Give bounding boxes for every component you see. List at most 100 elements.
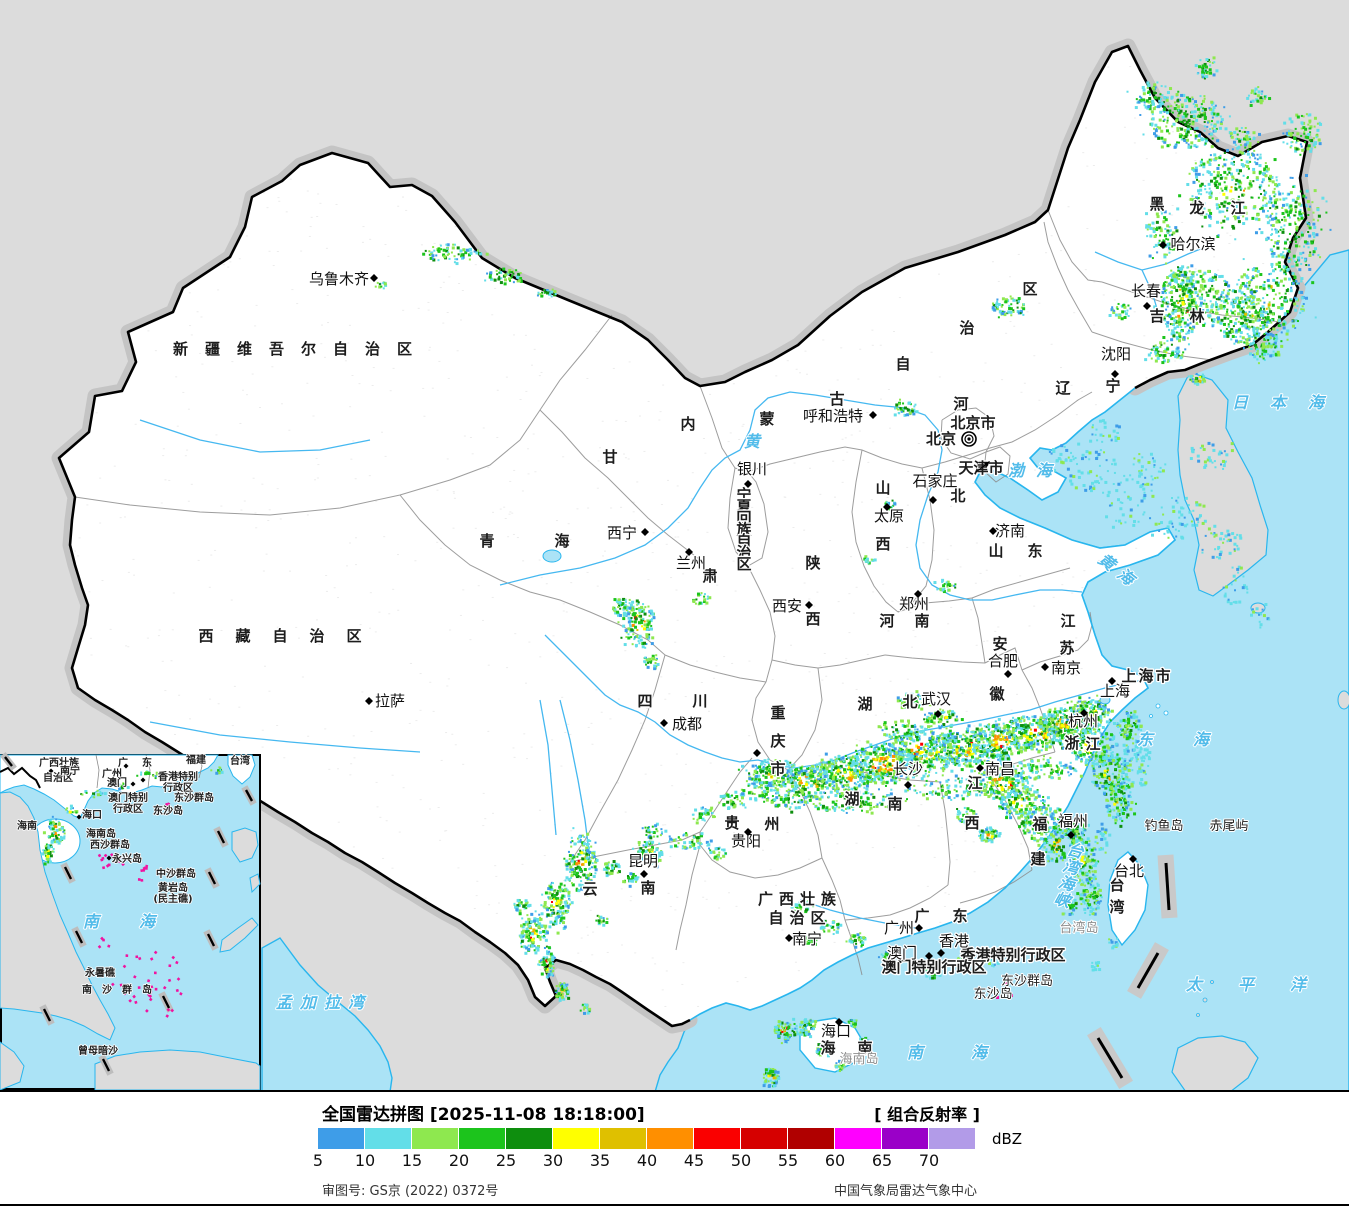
city-label: 成都 [672, 715, 702, 733]
province-label: 河 [879, 612, 894, 630]
province-label: 山 [988, 542, 1003, 560]
city-label: 南宁 [792, 930, 822, 948]
city-label: 昆明 [628, 852, 658, 870]
coastline [689, 387, 1177, 1021]
dbz-colorbar [318, 1128, 976, 1149]
legend-color-70 [929, 1128, 975, 1149]
radar-map-canvas: 新疆维吾尔自治区西藏自治区青 海甘肃内 蒙古自治区宁夏回族自治区 陕西山西河北山 东河南… [0, 38, 1349, 1093]
province-label: 重庆市 [770, 704, 785, 778]
island-label: 东沙岛 [973, 986, 1012, 1002]
city-marker [1080, 709, 1088, 717]
map-title: 全国雷达拼图 [2025-11-08 18:18:00] [322, 1105, 645, 1125]
province-label: 东 [1027, 542, 1042, 560]
city-marker [1041, 663, 1049, 671]
inset-label: 香港特别 [158, 770, 198, 783]
province-label: 甘 [602, 448, 617, 466]
province-label: 云 [582, 880, 597, 898]
province-label: 南 [914, 612, 929, 630]
province-label: 北 [902, 693, 917, 711]
province-label: 治 [959, 319, 974, 337]
dbz-unit-label: dBZ [992, 1130, 1023, 1148]
dbz-tick-65: 65 [871, 1151, 893, 1170]
city-marker [914, 590, 922, 598]
city-marker [869, 411, 877, 419]
inset-label: 行政区 [112, 802, 143, 815]
province-label: 广西壮族 [758, 890, 842, 908]
city-marker [835, 1018, 843, 1026]
legend-color-45 [694, 1128, 740, 1149]
inset-label: 东沙岛 [153, 804, 183, 817]
inset-label: 曾母暗沙 [78, 1044, 118, 1057]
city-marker [140, 777, 146, 783]
inset-label: 东沙群岛 [174, 791, 214, 804]
province-label: 澳门特别行政区 [881, 958, 986, 976]
city-label: 西安 [772, 597, 802, 615]
province-label: 湖 [844, 790, 859, 808]
city-label: 南京 [1051, 659, 1081, 677]
boundary-dash [1136, 952, 1160, 989]
province-label: 新疆维吾尔自治区 [173, 340, 429, 358]
legend-color-10 [365, 1128, 411, 1149]
province-label: 南 [887, 795, 902, 813]
inset-label: 澳门特别 [108, 791, 148, 804]
city-marker [1004, 670, 1012, 678]
legend-panel: 全国雷达拼图 [2025-11-08 18:18:00] [ 组合反射率 ] 5… [0, 1092, 1349, 1204]
province-label: 蒙 [759, 410, 774, 428]
inset-label: 南沙群岛 [82, 983, 162, 996]
korea-peninsula [1177, 371, 1269, 597]
inset-label: 福建 [185, 753, 207, 766]
legend-color-60 [835, 1128, 881, 1149]
province-label: 黑 [1149, 195, 1164, 213]
island-label: 赤尾屿 [1209, 819, 1248, 834]
city-marker [685, 548, 693, 556]
city-label: 合肥 [988, 652, 1018, 670]
inset-label: 海南 [17, 819, 37, 832]
city-marker [641, 528, 649, 536]
dbz-tick-50: 50 [730, 1151, 752, 1170]
inset-label: 西沙群岛 [90, 838, 130, 851]
province-label: 福 [1031, 815, 1047, 833]
inset-label: 广州 [102, 767, 122, 780]
city-marker [1159, 241, 1167, 249]
legend-color-40 [647, 1128, 693, 1149]
radar-echoes [374, 56, 1332, 1088]
province-label: 宁夏回族自治区 [735, 486, 752, 573]
map-labels: 新疆维吾尔自治区西藏自治区青 海甘肃内 蒙古自治区宁夏回族自治区 陕西山西河北山 东河南… [172, 194, 1346, 1068]
city-marker [904, 781, 912, 789]
inset-label: 东 [142, 756, 152, 769]
city-marker [925, 952, 933, 960]
sea-label: 东海 [1137, 730, 1249, 749]
city-marker [1067, 831, 1075, 839]
province-label: 海 [820, 1039, 835, 1057]
sea-label: 日本海 [1232, 393, 1346, 412]
dbz-tick-25: 25 [495, 1151, 517, 1170]
legend-color-20 [459, 1128, 505, 1149]
province-label: 自治区 [768, 909, 831, 927]
city-label: 贵阳 [731, 832, 761, 850]
city-label: 拉萨 [375, 692, 405, 710]
province-label: 陕 [805, 554, 820, 572]
city-marker [753, 749, 761, 757]
province-label: 江 [1230, 199, 1245, 217]
province-label: 河 [953, 395, 968, 413]
island-label: 海南岛 [839, 1051, 878, 1067]
rivers [139, 245, 1209, 929]
city-label: 福州 [1058, 812, 1088, 830]
legend-color-15 [412, 1128, 458, 1149]
dbz-tick-40: 40 [636, 1151, 658, 1170]
province-label: 南 [857, 1039, 872, 1057]
legend-color-5 [318, 1128, 364, 1149]
province-label: 龙 [1188, 199, 1204, 217]
province-label: 香港特别行政区 [960, 946, 1065, 964]
capital-marker [961, 431, 977, 447]
city-label: 沈阳 [1101, 345, 1131, 363]
province-label: 林 [1189, 307, 1205, 325]
city-marker [370, 274, 378, 282]
province-label: 吉 [1149, 307, 1164, 325]
boundary-dash [1096, 1037, 1124, 1079]
city-marker [934, 710, 942, 718]
china-radar-map: 新疆维吾尔自治区 西藏自治区青海甘肃内蒙古自治区宁夏回族自治区陕西山西河北山东河南… [0, 0, 1349, 1093]
province-label: 江 [1060, 612, 1075, 630]
city-label: 广州 [884, 919, 914, 937]
